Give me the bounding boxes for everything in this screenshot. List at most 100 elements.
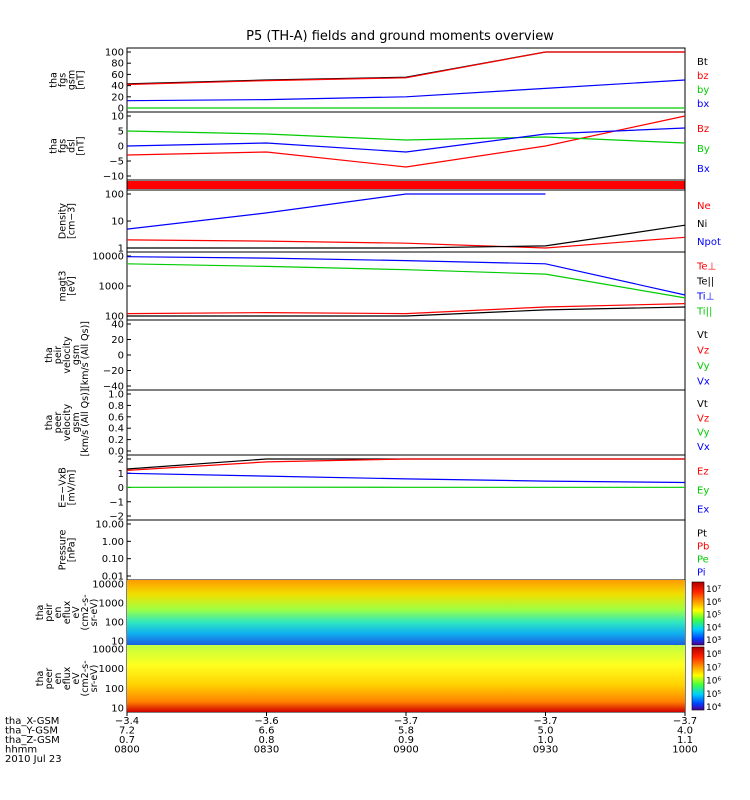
y-tick-label: 10000 <box>92 645 124 656</box>
y-tick-label: 10 <box>111 637 124 648</box>
y-tick-label: 100 <box>105 684 124 695</box>
y-axis-label: en <box>53 673 64 685</box>
colorbar-tick-label: 10⁷ <box>706 585 721 595</box>
legend-entry: Te⊥ <box>696 262 716 273</box>
series-line <box>126 115 686 168</box>
series-line <box>126 127 686 153</box>
y-axis-label: fgs <box>58 139 69 153</box>
y-tick-label: 100 <box>105 312 124 323</box>
panel-frame <box>126 519 686 581</box>
legend-entry: Pe <box>697 555 709 566</box>
x-axis-value: 6.6 <box>259 726 275 737</box>
series-line <box>127 306 686 317</box>
y-tick-label: 1000 <box>99 282 124 293</box>
x-axis-value: 1.0 <box>538 735 554 746</box>
y-tick-label: 0.4 <box>108 424 124 435</box>
colorbar-tick-label: 10⁷ <box>706 663 721 673</box>
series-line <box>126 472 686 484</box>
x-axis-value: 0800 <box>114 745 139 756</box>
y-axis-label: eflux <box>62 600 73 624</box>
x-axis-row-label: hhmm <box>5 745 37 756</box>
legend-entry: Pb <box>697 542 709 553</box>
y-axis-label: peer <box>44 668 55 690</box>
y-tick-label: −2 <box>109 512 124 523</box>
y-tick-label: 0.6 <box>108 412 124 423</box>
y-tick-label: 0.0 <box>108 447 124 458</box>
y-tick-label: 0.2 <box>108 435 124 446</box>
y-axis-label: [nPa] <box>67 538 78 563</box>
y-axis-label: velocity <box>62 336 73 374</box>
chart-title: P5 (TH-A) fields and ground moments over… <box>246 29 554 44</box>
y-tick-label: 1 <box>118 469 124 480</box>
y-axis-label: [km/s (All Qs)] <box>80 321 91 389</box>
y-axis-label: sr-eV) <box>89 665 100 693</box>
y-axis-label: [nT] <box>76 136 87 155</box>
colorbar-tick-label: 10⁴ <box>706 703 721 713</box>
y-tick-label: 10000 <box>92 252 124 263</box>
y-axis-label: tha <box>44 347 55 363</box>
y-axis-label: peer <box>53 412 64 434</box>
y-tick-label: −20 <box>103 366 124 377</box>
y-axis-label: peir <box>44 603 55 622</box>
legend-entry: Vy <box>697 361 710 372</box>
x-axis-value: 0.7 <box>119 735 135 746</box>
legend-entry: Ex <box>697 505 709 516</box>
y-tick-label: −10 <box>103 172 124 183</box>
y-axis-label: magt3 <box>58 271 69 302</box>
ion-spectrogram <box>127 580 685 645</box>
electron-spectrogram <box>127 645 685 712</box>
series-line <box>126 256 686 296</box>
legend-entry: Te|| <box>696 277 714 288</box>
y-axis-label: eV <box>71 672 82 685</box>
legend-entry: Vy <box>697 428 710 439</box>
x-axis-value: 0830 <box>254 745 279 756</box>
legend-entry: bz <box>697 71 709 82</box>
legend-entry: by <box>697 85 709 96</box>
legend-entry: Vz <box>697 413 709 424</box>
panel-frame <box>126 111 686 181</box>
y-tick-label: 10 <box>111 112 124 123</box>
x-axis-value: 5.8 <box>398 726 414 737</box>
series-line <box>126 458 685 470</box>
legend-entry: Ne <box>697 201 711 212</box>
colorbar-tick-label: 10⁶ <box>706 598 721 608</box>
colorbar-electron <box>691 646 705 711</box>
y-tick-label: 0.01 <box>102 572 124 583</box>
y-tick-label: 0 <box>118 351 124 362</box>
legend-entry: Pt <box>697 529 707 540</box>
y-tick-label: 2 <box>118 455 124 466</box>
panel-frame <box>126 319 686 391</box>
series-line <box>126 303 686 315</box>
y-tick-label: 5 <box>118 127 124 138</box>
y-axis-label: tha <box>49 72 60 88</box>
y-tick-label: −40 <box>103 382 124 393</box>
legend-entry: bx <box>697 99 709 110</box>
x-axis-date: 2010 Jul 23 <box>5 754 62 765</box>
y-axis-ticks: 1008060402001050−5−101001011000010001004… <box>92 48 131 715</box>
x-axis-value: 1000 <box>672 745 697 756</box>
y-tick-label: 0 <box>118 104 124 115</box>
x-axis-value: −3.7 <box>673 716 697 727</box>
series-traces <box>126 51 686 488</box>
legend-entry: By <box>697 144 710 155</box>
y-axis-label: dsl <box>67 139 78 153</box>
series-line <box>126 51 685 85</box>
y-axis-label: eflux <box>62 666 73 690</box>
legend-entry: Ti|| <box>696 307 712 318</box>
y-axis-label: E=−VxB <box>58 467 69 508</box>
y-axis-label: gsm <box>67 70 78 90</box>
y-tick-label: 1 <box>118 244 124 255</box>
y-tick-label: 40 <box>111 81 124 92</box>
legend-entry: Vz <box>697 345 709 356</box>
y-tick-label: 40 <box>111 320 124 331</box>
y-tick-label: 20 <box>111 335 124 346</box>
y-axis-label: [mV/m] <box>67 470 78 506</box>
x-axis-value: 0930 <box>533 745 558 756</box>
y-tick-label: 1000 <box>99 599 124 610</box>
y-axis-label: tha <box>49 138 60 154</box>
colorbar-tick-label: 10³ <box>706 636 721 646</box>
y-tick-label: −5 <box>109 157 124 168</box>
series-line <box>126 236 686 249</box>
y-tick-label: 1000 <box>99 664 124 675</box>
